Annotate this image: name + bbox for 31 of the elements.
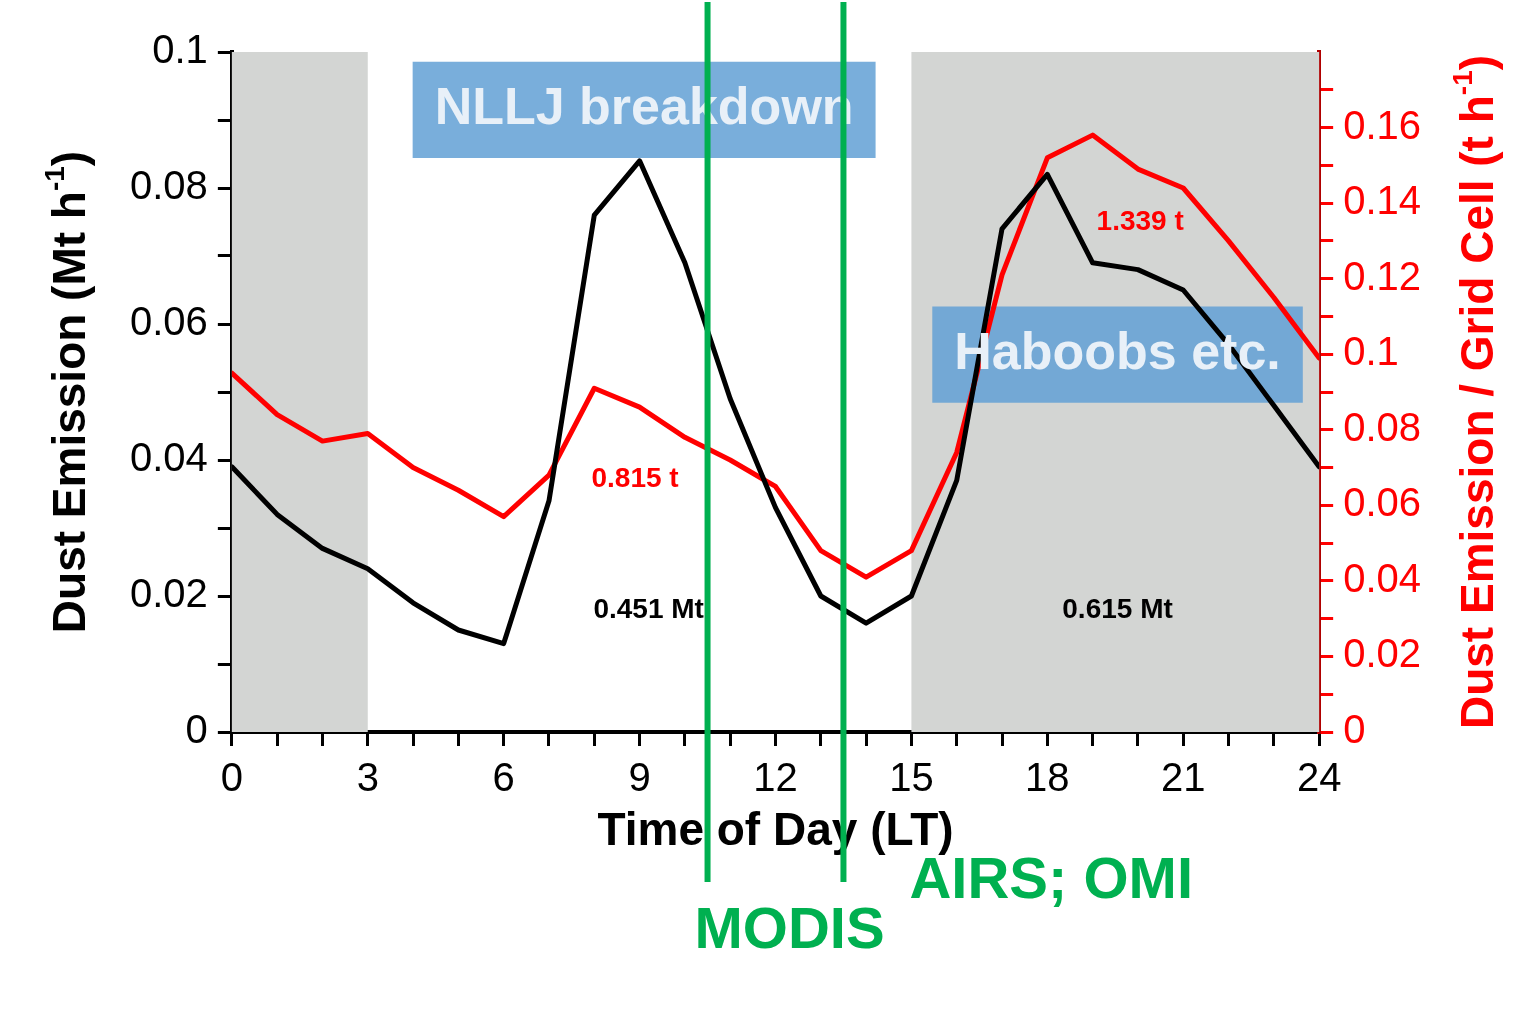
y-tick-label: 0.1 xyxy=(152,27,208,72)
y-axis-title: Dust Emission (Mt h-1) xyxy=(38,150,95,634)
x-tick-label: 9 xyxy=(628,755,651,800)
y2-tick-label: 0 xyxy=(1343,707,1366,752)
x-tick-label: 18 xyxy=(1025,755,1070,800)
x-tick-label: 24 xyxy=(1296,755,1342,800)
annotation: 1.339 t xyxy=(1096,204,1184,236)
y2-tick-label: 0.04 xyxy=(1343,555,1422,600)
y2-tick-label: 0.06 xyxy=(1343,480,1422,525)
y-tick-label: 0 xyxy=(185,707,208,752)
x-tick-label: 6 xyxy=(492,755,515,800)
y-tick-label: 0.02 xyxy=(129,571,208,616)
y-tick-label: 0.08 xyxy=(129,163,208,208)
y-tick-label: 0.04 xyxy=(129,435,208,480)
ref-line-label: MODIS xyxy=(694,895,885,960)
annotation: 0.451 Mt xyxy=(593,593,704,624)
y2-tick-label: 0.1 xyxy=(1343,329,1399,374)
x-tick-label: 15 xyxy=(889,755,934,800)
y2-tick-label: 0.08 xyxy=(1343,404,1422,449)
y2-tick-label: 0.16 xyxy=(1343,102,1422,147)
y2-tick-label: 0.12 xyxy=(1343,253,1422,298)
annotation: 0.615 Mt xyxy=(1062,593,1173,624)
y2-tick-label: 0.02 xyxy=(1343,631,1422,676)
x-tick-label: 12 xyxy=(753,755,798,800)
x-tick-label: 21 xyxy=(1160,755,1206,800)
annotation: 0.815 t xyxy=(591,461,679,493)
y2-tick-label: 0.14 xyxy=(1343,178,1422,223)
y-tick-label: 0.06 xyxy=(129,299,208,344)
y2-axis-title: Dust Emission / Grid Cell (t h-1) xyxy=(1446,54,1503,730)
x-tick-label: 3 xyxy=(356,755,379,800)
x-tick-label: 0 xyxy=(220,755,243,800)
